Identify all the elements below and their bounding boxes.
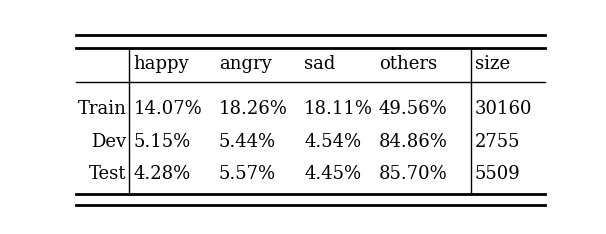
Text: 5.57%: 5.57% (219, 165, 276, 183)
Text: 5.15%: 5.15% (133, 133, 191, 151)
Text: angry: angry (219, 55, 271, 73)
Text: 2755: 2755 (475, 133, 521, 151)
Text: 5509: 5509 (475, 165, 521, 183)
Text: 18.11%: 18.11% (304, 100, 373, 118)
Text: 14.07%: 14.07% (133, 100, 202, 118)
Text: Train: Train (78, 100, 127, 118)
Text: Test: Test (89, 165, 127, 183)
Text: sad: sad (304, 55, 336, 73)
Text: 49.56%: 49.56% (379, 100, 448, 118)
Text: others: others (379, 55, 437, 73)
Text: size: size (475, 55, 510, 73)
Text: 30160: 30160 (475, 100, 533, 118)
Text: 5.44%: 5.44% (219, 133, 276, 151)
Text: 18.26%: 18.26% (219, 100, 288, 118)
Text: 85.70%: 85.70% (379, 165, 448, 183)
Text: 4.45%: 4.45% (304, 165, 361, 183)
Text: 4.54%: 4.54% (304, 133, 361, 151)
Text: Dev: Dev (92, 133, 127, 151)
Text: happy: happy (133, 55, 189, 73)
Text: 4.28%: 4.28% (133, 165, 191, 183)
Text: 84.86%: 84.86% (379, 133, 448, 151)
